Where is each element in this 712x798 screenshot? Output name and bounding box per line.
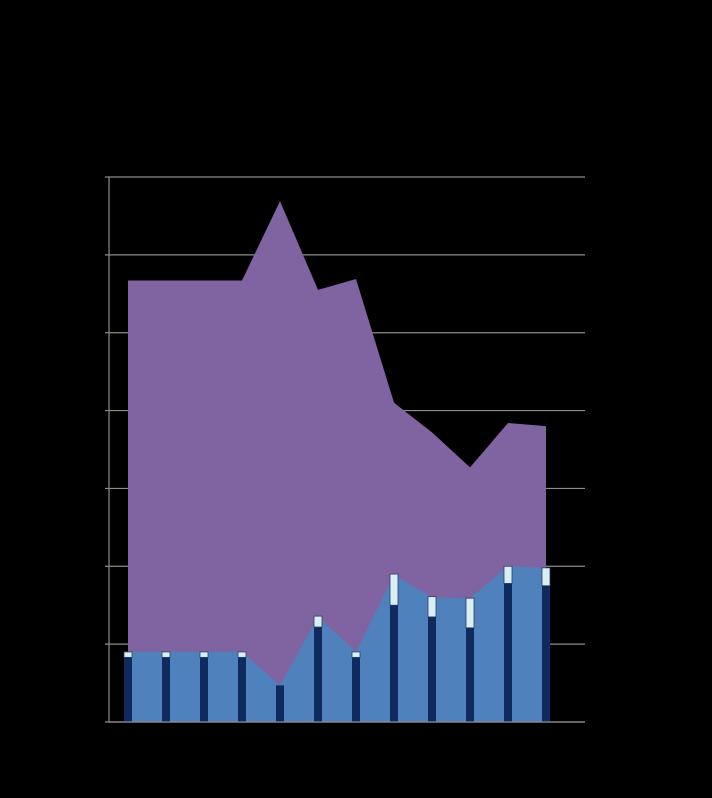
bar xyxy=(276,685,284,722)
bar xyxy=(161,651,171,658)
bar xyxy=(123,651,133,658)
area xyxy=(128,201,546,722)
bar xyxy=(504,583,512,722)
bar xyxy=(427,596,437,618)
bar xyxy=(542,585,550,722)
bar xyxy=(313,615,323,628)
bar xyxy=(199,651,209,658)
bar xyxy=(314,627,322,722)
bar xyxy=(124,657,132,722)
area xyxy=(128,566,546,722)
bar xyxy=(503,565,513,584)
bar xyxy=(237,651,247,658)
bar xyxy=(428,616,436,722)
bar xyxy=(200,657,208,722)
bar xyxy=(541,567,551,587)
bar xyxy=(351,651,361,658)
bar xyxy=(389,573,399,606)
bar xyxy=(465,597,475,629)
bar xyxy=(390,605,398,722)
bar xyxy=(466,627,474,722)
bar xyxy=(162,657,170,722)
bar xyxy=(238,657,246,722)
bar xyxy=(352,657,360,722)
